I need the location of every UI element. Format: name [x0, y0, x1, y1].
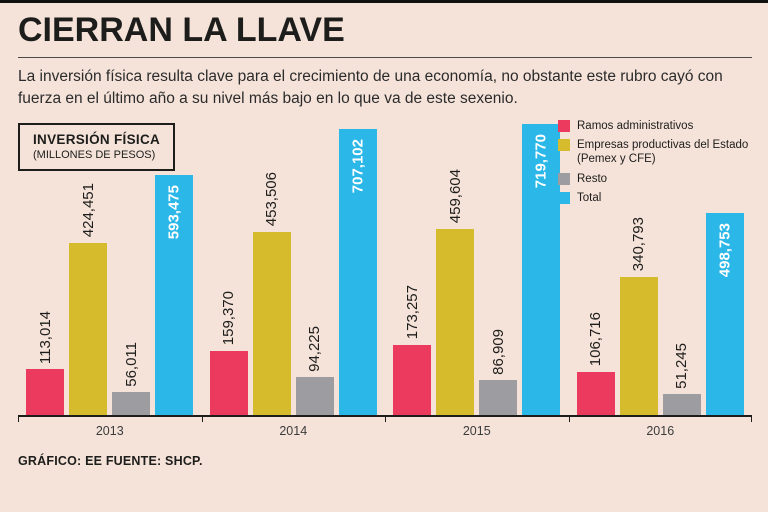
legend-label: Ramos administrativos [577, 119, 694, 132]
value-label-2013-total: 593,475 [165, 184, 183, 239]
bar-group-2013: 113,014 424,451 56,011 593,475 [26, 174, 194, 415]
year-label-2015: 2015 [462, 423, 491, 438]
bar-col-2015-ramos-administrativos: 173,257 [393, 285, 432, 415]
bar-2016-empresas-productivas-del-estado-pemex-y-cfe [619, 276, 658, 415]
bar-2015-resto [479, 379, 518, 415]
bar-2013-empresas-productivas-del-estado-pemex-y-cfe [69, 242, 108, 415]
bar-col-2014-ramos-administrativos: 159,370 [209, 291, 248, 415]
bar-col-2014-resto: 94,225 [295, 325, 334, 415]
value-label-2015-ramos-administrativos: 173,257 [403, 285, 421, 340]
bar-group-2015: 173,257 459,604 86,909 719,770 [393, 123, 561, 415]
axis-tick [385, 416, 386, 422]
legend-swatch-total [558, 192, 570, 205]
value-label-2016-resto: 51,245 [673, 342, 691, 389]
bar-2015-total: 719,770 [522, 123, 561, 415]
bar-col-2013-total: 593,475 [155, 174, 194, 415]
bar-2016-ramos-administrativos [576, 371, 615, 415]
bar-2016-resto [662, 393, 701, 415]
year-label-2013: 2013 [95, 423, 124, 438]
year-label-2014: 2014 [279, 423, 308, 438]
bar-group-2016: 106,716 340,793 51,245 498,753 [576, 212, 744, 415]
legend: Ramos administrativos Empresas productiva… [558, 119, 750, 211]
value-label-2013-empresas-productivas-del-estado-pemex-y-cfe: 424,451 [79, 183, 97, 238]
page-title: CIERRAN LA LLAVE [18, 11, 345, 49]
value-label-2014-empresas-productivas-del-estado-pemex-y-cfe: 453,506 [263, 172, 281, 227]
axis-tick [568, 416, 570, 422]
value-label-2014-ramos-administrativos: 159,370 [220, 291, 238, 346]
bar-col-2013-ramos-administrativos: 113,014 [26, 310, 65, 415]
bar-2014-ramos-administrativos [209, 350, 248, 415]
bar-col-2016-resto: 51,245 [662, 342, 701, 415]
bar-col-2014-total: 707,102 [338, 128, 377, 415]
chart: INVERSIÓN FÍSICA (MILLONES DE PESOS) Ram… [18, 113, 752, 438]
bar-2013-resto [112, 391, 151, 415]
bar-2014-total: 707,102 [338, 128, 377, 415]
value-label-2015-total: 719,770 [532, 133, 550, 188]
bar-col-2015-total: 719,770 [522, 123, 561, 415]
legend-item-empresas-productivas-del-estado-pemex-y-cfe: Empresas productivas del Estado (Pemex y… [558, 138, 750, 167]
legend-swatch-empresas-productivas-del-estado-pemex-y-cfe [558, 139, 570, 151]
legend-swatch-ramos-administrativos [558, 119, 570, 132]
legend-item-total: Total [558, 191, 750, 205]
legend-item-ramos-administrativos: Ramos administrativos [558, 119, 750, 133]
legend-label: Resto [577, 172, 608, 185]
bar-2014-empresas-productivas-del-estado-pemex-y-cfe [252, 231, 291, 415]
source-credit: GRÁFICO: EE FUENTE: SHCP. [18, 453, 203, 468]
infographic: CIERRAN LA LLAVE La inversión física res… [0, 3, 768, 468]
chart-label-box: INVERSIÓN FÍSICA (MILLONES DE PESOS) [18, 122, 176, 171]
bar-col-2016-total: 498,753 [705, 212, 744, 415]
bar-2015-empresas-productivas-del-estado-pemex-y-cfe [436, 228, 475, 415]
value-label-2016-total: 498,753 [716, 222, 734, 277]
subtitle: La inversión física resulta clave para e… [18, 67, 723, 108]
value-label-2016-empresas-productivas-del-estado-pemex-y-cfe: 340,793 [630, 217, 648, 272]
bar-col-2013-resto: 56,011 [112, 341, 151, 415]
value-label-2014-resto: 94,225 [306, 325, 324, 372]
bar-2016-total: 498,753 [705, 212, 744, 415]
bar-col-2015-resto: 86,909 [479, 328, 518, 415]
value-label-2015-resto: 86,909 [489, 328, 507, 375]
x-axis-line [18, 414, 752, 422]
legend-swatch-resto [558, 172, 570, 185]
bar-2014-resto [295, 376, 334, 415]
bar-col-2015-empresas-productivas-del-estado-pemex-y-cfe: 459,604 [436, 169, 475, 415]
axis-tick [18, 416, 19, 422]
chart-label-title: INVERSIÓN FÍSICA [33, 131, 161, 147]
value-label-2013-resto: 56,011 [122, 341, 140, 387]
legend-label: Empresas productivas del Estado (Pemex y… [577, 139, 749, 166]
axis-tick [751, 416, 752, 422]
plot-area: 113,014 424,451 56,011 593,475 159,370 453,50… [18, 113, 752, 415]
chart-label-units: (MILLONES DE PESOS) [33, 148, 156, 161]
value-label-2016-ramos-administrativos: 106,716 [587, 312, 605, 367]
x-axis-labels: 2013 2014 2015 2016 [18, 417, 752, 438]
bar-col-2014-empresas-productivas-del-estado-pemex-y-cfe: 453,506 [252, 172, 291, 415]
year-label-2016: 2016 [646, 423, 675, 438]
value-label-2015-empresas-productivas-del-estado-pemex-y-cfe: 459,604 [446, 169, 464, 224]
bar-group-2014: 159,370 453,506 94,225 707,102 [209, 128, 377, 415]
bar-2015-ramos-administrativos [393, 344, 432, 415]
legend-item-resto: Resto [558, 172, 750, 186]
bar-2013-ramos-administrativos [26, 368, 65, 415]
title-divider [18, 56, 752, 58]
value-label-2014-total: 707,102 [349, 138, 367, 193]
bar-col-2016-empresas-productivas-del-estado-pemex-y-cfe: 340,793 [619, 217, 658, 415]
legend-label: Total [577, 192, 602, 205]
axis-tick [201, 416, 203, 422]
bar-col-2016-ramos-administrativos: 106,716 [576, 312, 615, 415]
value-label-2013-ramos-administrativos: 113,014 [36, 310, 54, 364]
bar-col-2013-empresas-productivas-del-estado-pemex-y-cfe: 424,451 [69, 183, 108, 415]
bar-2013-total: 593,475 [155, 174, 194, 415]
